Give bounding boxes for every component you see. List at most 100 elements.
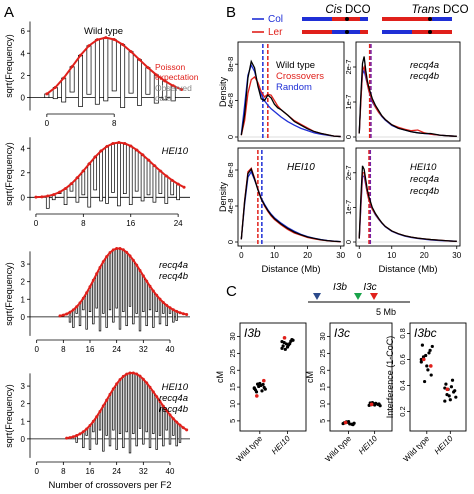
x-tick-label: 16	[86, 345, 95, 354]
poisson-point	[91, 419, 95, 423]
poisson-point	[135, 263, 139, 267]
y-tick-label: 10	[318, 400, 327, 408]
data-point	[429, 373, 433, 377]
observed-bar	[88, 425, 92, 450]
poisson-point	[171, 417, 175, 421]
poisson-point	[135, 148, 139, 152]
y-tick-label: 2	[21, 278, 26, 287]
poisson-point	[178, 423, 182, 427]
x-tick-label: 24	[112, 467, 121, 476]
poisson-point	[154, 73, 158, 77]
highlight-point	[422, 357, 426, 362]
x-tick-label: 16	[126, 219, 135, 228]
poisson-point	[75, 434, 79, 438]
y-axis-label: cM	[215, 371, 225, 383]
y-tick-label: 1	[21, 295, 26, 304]
observed-bar	[158, 170, 163, 194]
poisson-point	[182, 185, 186, 189]
poisson-point	[65, 312, 69, 316]
poisson-point	[34, 195, 38, 199]
y-tick-label: 1	[21, 417, 26, 426]
data-point	[280, 339, 284, 344]
data-point	[263, 387, 267, 391]
poisson-point	[58, 190, 62, 194]
data-point	[256, 382, 260, 386]
panel-label-a: A	[4, 4, 14, 21]
data-point	[427, 351, 431, 355]
poisson-point	[155, 395, 159, 399]
poisson-point	[137, 58, 141, 62]
poisson-point	[71, 435, 75, 439]
observed-bar	[112, 388, 115, 431]
data-point	[352, 421, 356, 425]
observed-bar	[175, 421, 178, 447]
observed-bar	[122, 376, 125, 449]
observed-bar	[69, 66, 75, 93]
poisson-point	[58, 314, 62, 318]
poisson-point	[111, 141, 115, 145]
poisson-point	[131, 258, 135, 262]
poisson-point	[141, 274, 145, 278]
observed-bar	[98, 411, 102, 431]
y-tick-label: 0	[226, 135, 235, 139]
poisson-point	[146, 66, 150, 70]
poisson-point	[64, 187, 68, 191]
centromere	[428, 30, 432, 34]
y-tick-label: 10	[228, 400, 237, 408]
highlight-point	[282, 336, 287, 340]
poisson-point	[158, 297, 162, 301]
chrom-ler	[302, 30, 332, 34]
plot-frame	[355, 41, 461, 142]
observed-bar	[93, 156, 98, 191]
genotype-label: HEI10	[162, 382, 189, 393]
poisson-point	[81, 430, 85, 434]
observed-bar	[105, 399, 108, 436]
plot-title: I3b	[244, 326, 261, 340]
observed-bar	[178, 424, 182, 443]
plot-title: I3bc	[414, 326, 437, 340]
poisson-point	[147, 158, 151, 162]
y-tick-label: 8e-8	[226, 162, 235, 177]
genotype-label: recq4a	[410, 60, 439, 71]
y-axis-label: sqrt(Frequency)	[4, 34, 14, 98]
poisson-point	[180, 88, 184, 92]
x-tick-label: 8	[81, 219, 86, 228]
data-point	[291, 338, 295, 342]
observed-bar	[140, 154, 145, 202]
observed-bar	[165, 305, 168, 327]
highlight-point	[254, 394, 259, 398]
poisson-point	[85, 291, 89, 295]
y-tick-label: 4	[21, 144, 26, 153]
poisson-point	[118, 246, 122, 250]
chrom-col	[432, 17, 452, 21]
x-axis-label: Distance (Mb)	[378, 264, 437, 275]
observed-bar	[155, 294, 158, 312]
density-line	[240, 63, 341, 138]
poisson-point	[65, 436, 69, 440]
y-tick-label: 3	[21, 382, 26, 391]
poisson-point	[87, 44, 91, 48]
y-tick-label: 30	[318, 332, 327, 340]
x-tick-label: Wild type	[235, 434, 265, 464]
poisson-point	[176, 182, 180, 186]
y-axis-label: Density	[218, 76, 228, 107]
poisson-point	[141, 153, 145, 157]
poisson-point	[78, 432, 82, 436]
legend-observed: Observed	[155, 83, 192, 93]
poisson-point	[170, 178, 174, 182]
y-tick-label: 4e-8	[226, 198, 235, 213]
chrom-col	[302, 17, 332, 21]
legend-poisson: expectation	[155, 72, 199, 82]
y-tick-label: 4	[21, 49, 26, 58]
data-point	[378, 404, 382, 408]
observed-bar	[61, 77, 67, 103]
poisson-point	[151, 289, 155, 293]
poisson-point	[161, 300, 165, 304]
poisson-point	[105, 144, 109, 148]
poisson-point	[168, 306, 172, 310]
observed-bar	[170, 180, 175, 196]
observed-bar	[111, 39, 117, 92]
data-point	[288, 341, 292, 346]
genotype-label: recq4b	[410, 71, 439, 82]
observed-bar	[72, 309, 75, 328]
